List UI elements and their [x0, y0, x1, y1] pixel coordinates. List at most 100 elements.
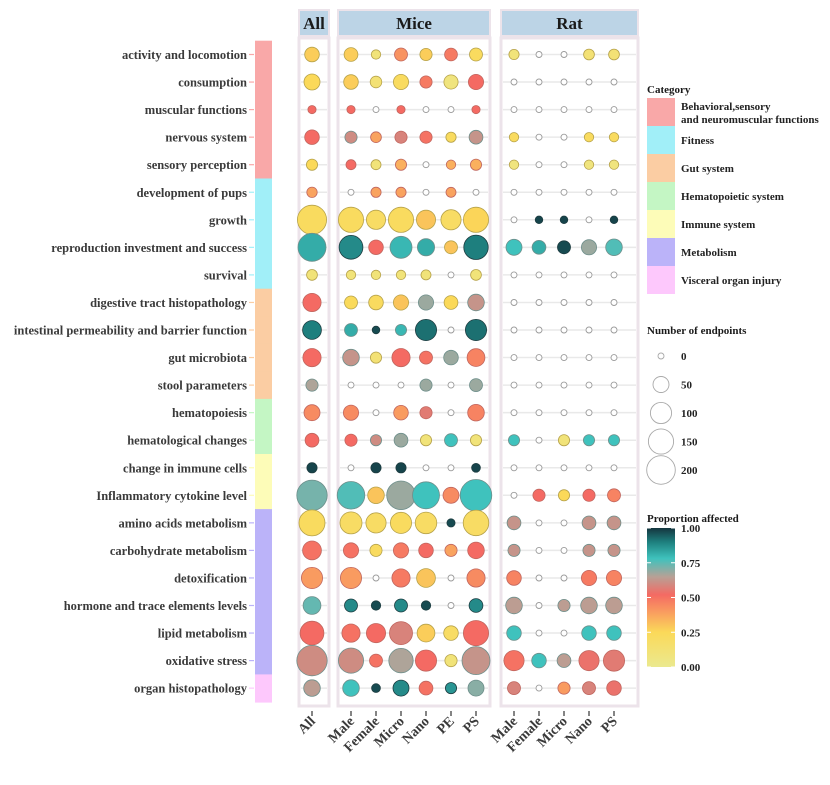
color-legend-label: 0.75 — [681, 558, 701, 570]
bubble — [469, 47, 483, 62]
bubble — [339, 511, 363, 535]
bubble — [365, 512, 387, 534]
bubble — [303, 679, 321, 697]
bubble — [535, 546, 543, 554]
bubble — [347, 188, 355, 196]
bubble — [389, 235, 413, 259]
x-tick-label: Nano — [563, 714, 596, 747]
bubble — [369, 75, 383, 89]
bubble — [447, 409, 455, 417]
bubble — [369, 351, 382, 364]
size-legend-label: 100 — [681, 408, 698, 420]
color-legend-label: 0.25 — [681, 627, 701, 639]
bubble — [535, 354, 543, 362]
bubble — [342, 348, 360, 367]
category-legend-label: Hematopoietic system — [681, 191, 784, 203]
bubble — [337, 647, 364, 674]
bubble — [603, 649, 626, 672]
bubble — [370, 269, 382, 280]
bubble — [444, 240, 458, 255]
bubble — [344, 433, 358, 447]
bubble — [444, 433, 458, 448]
bubble — [420, 269, 432, 281]
bubble — [560, 188, 568, 196]
bubble — [386, 480, 416, 511]
bubble — [394, 47, 408, 62]
bubble — [347, 464, 355, 472]
bubble — [531, 652, 547, 669]
bubble — [472, 188, 480, 196]
category-legend-label: Visceral organ injury — [681, 275, 782, 287]
bubble — [369, 653, 383, 668]
bubble — [369, 543, 383, 557]
bubble — [467, 293, 485, 312]
bubble — [535, 574, 543, 582]
bubble — [610, 354, 618, 362]
bubble — [445, 159, 457, 170]
bubble — [583, 159, 595, 170]
panel-body — [499, 36, 640, 708]
bubble — [307, 105, 317, 115]
bubble — [469, 378, 483, 393]
bubble — [560, 326, 568, 334]
category-bar-segment — [255, 343, 272, 372]
category-bar-segment — [255, 316, 272, 345]
bubble — [510, 188, 518, 196]
bubble — [412, 481, 440, 510]
bubble — [610, 381, 618, 389]
bubble — [392, 74, 409, 91]
bubble — [560, 133, 568, 141]
bubble — [580, 596, 598, 615]
category-legend-swatch — [647, 266, 675, 294]
panel-title: Mice — [396, 14, 432, 33]
bubble — [535, 299, 543, 306]
size-legend-label: 200 — [681, 465, 698, 477]
row-labels: activity and locomotion consumption muscul… — [14, 48, 254, 696]
bubble — [392, 679, 410, 697]
bubble — [302, 540, 322, 561]
bubble — [535, 684, 543, 692]
bubble — [303, 404, 321, 422]
panel-all: All — [296, 9, 331, 716]
category-bar-segment — [255, 619, 272, 648]
bubble — [372, 381, 380, 389]
bubble — [422, 188, 430, 196]
bubble — [419, 48, 433, 62]
bubble — [578, 650, 600, 672]
bubble — [508, 159, 520, 170]
size-legend-title: Number of endpoints — [647, 325, 747, 337]
bubble — [306, 462, 318, 474]
bubble — [302, 320, 322, 340]
bubble — [344, 130, 358, 144]
row-label: survival — [204, 268, 248, 282]
bubble — [558, 489, 571, 502]
bubble — [394, 130, 408, 144]
row-label: development of pups — [137, 186, 248, 200]
bubble — [447, 271, 455, 279]
bubble — [417, 294, 434, 311]
panel-title: All — [303, 14, 325, 33]
bubble — [535, 409, 543, 417]
bubble — [395, 186, 407, 198]
bubble — [508, 49, 520, 61]
bubble — [304, 432, 320, 448]
bubble — [395, 462, 407, 474]
bubble — [462, 509, 490, 537]
bubble — [582, 543, 596, 557]
bubble — [469, 434, 482, 447]
bubble — [343, 47, 359, 62]
bubble — [471, 105, 481, 115]
bubble — [297, 232, 327, 262]
bubble — [442, 486, 460, 504]
bubble — [416, 568, 436, 588]
bubble — [342, 404, 359, 421]
bubble — [414, 318, 437, 341]
size-legend-label: 150 — [681, 437, 698, 449]
bubble — [302, 292, 322, 312]
size-legend-circle — [652, 376, 670, 393]
bubble — [470, 269, 482, 281]
category-bar-segment — [255, 261, 272, 290]
bubble — [370, 462, 382, 474]
bubble — [391, 568, 411, 588]
row-label: muscular functions — [145, 103, 247, 117]
